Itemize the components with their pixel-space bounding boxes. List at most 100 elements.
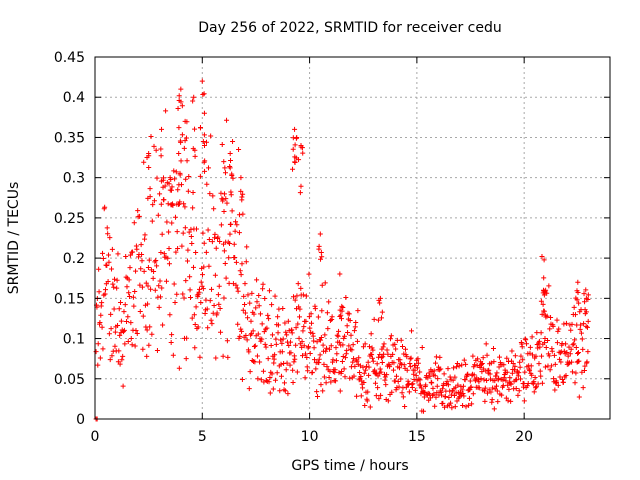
data-point bbox=[528, 363, 534, 369]
data-point bbox=[174, 291, 180, 297]
data-point bbox=[479, 369, 485, 375]
data-point bbox=[239, 194, 245, 200]
data-point bbox=[239, 377, 245, 383]
data-point bbox=[401, 362, 407, 368]
y-tick-label: 0.2 bbox=[63, 251, 85, 267]
data-point bbox=[441, 371, 447, 377]
data-point bbox=[184, 158, 190, 164]
data-point bbox=[116, 348, 122, 354]
data-point bbox=[118, 330, 124, 336]
data-point bbox=[461, 357, 467, 363]
data-point bbox=[184, 335, 190, 341]
data-point bbox=[393, 387, 399, 393]
data-point bbox=[245, 292, 251, 298]
data-point bbox=[222, 170, 228, 176]
data-point bbox=[573, 370, 579, 376]
data-point bbox=[256, 293, 262, 299]
data-point bbox=[340, 342, 346, 348]
data-point bbox=[395, 379, 401, 385]
data-point bbox=[375, 317, 381, 323]
data-point bbox=[247, 300, 253, 306]
data-point bbox=[321, 361, 327, 367]
data-point bbox=[361, 379, 367, 385]
data-point bbox=[254, 277, 260, 283]
data-point bbox=[126, 290, 132, 296]
data-point bbox=[520, 357, 526, 363]
data-point bbox=[469, 401, 475, 407]
data-point bbox=[582, 299, 588, 305]
data-point bbox=[561, 348, 567, 354]
data-point bbox=[212, 231, 218, 237]
data-point bbox=[522, 369, 528, 375]
data-point bbox=[345, 329, 351, 335]
data-point bbox=[201, 264, 207, 270]
data-point bbox=[132, 343, 138, 349]
data-point bbox=[238, 188, 244, 194]
data-point bbox=[229, 172, 235, 178]
data-point bbox=[514, 377, 520, 383]
data-point bbox=[224, 200, 230, 206]
data-point bbox=[537, 368, 543, 374]
data-point bbox=[152, 287, 158, 293]
data-point bbox=[301, 324, 307, 330]
data-point bbox=[429, 380, 435, 386]
data-point bbox=[106, 252, 112, 258]
data-point bbox=[134, 246, 140, 252]
data-point bbox=[125, 314, 131, 320]
data-point bbox=[179, 103, 185, 109]
data-point bbox=[203, 249, 209, 255]
data-point bbox=[533, 385, 539, 391]
data-point bbox=[169, 184, 175, 190]
data-point bbox=[193, 250, 199, 256]
data-point bbox=[108, 311, 114, 317]
data-point bbox=[540, 301, 546, 307]
data-point bbox=[577, 326, 583, 332]
data-point bbox=[106, 331, 112, 337]
data-point bbox=[574, 288, 580, 294]
data-points bbox=[93, 78, 591, 422]
data-point bbox=[452, 374, 458, 380]
data-point bbox=[563, 372, 569, 378]
data-point bbox=[388, 333, 394, 339]
data-point bbox=[176, 182, 182, 188]
data-point bbox=[404, 354, 410, 360]
data-point bbox=[377, 366, 383, 372]
data-point bbox=[300, 292, 306, 298]
data-point bbox=[111, 284, 117, 290]
data-point bbox=[267, 390, 273, 396]
data-point bbox=[290, 146, 296, 152]
data-point bbox=[266, 379, 272, 385]
data-point bbox=[216, 283, 222, 289]
data-point bbox=[202, 168, 208, 174]
data-point bbox=[346, 311, 352, 317]
data-point bbox=[484, 390, 490, 396]
data-point bbox=[292, 297, 298, 303]
data-point bbox=[555, 328, 561, 334]
data-point bbox=[415, 365, 421, 371]
data-point bbox=[234, 222, 240, 228]
data-point bbox=[195, 324, 201, 330]
data-point bbox=[105, 231, 111, 237]
data-point bbox=[123, 254, 129, 260]
data-point bbox=[585, 318, 591, 324]
data-point bbox=[479, 361, 485, 367]
data-point bbox=[154, 347, 160, 353]
data-point bbox=[581, 367, 587, 373]
data-point bbox=[122, 302, 128, 308]
data-point bbox=[427, 391, 433, 397]
data-point bbox=[209, 321, 215, 327]
data-point bbox=[189, 241, 195, 247]
data-point bbox=[112, 343, 118, 349]
data-point bbox=[529, 372, 535, 378]
data-point bbox=[153, 147, 159, 153]
data-point bbox=[214, 310, 220, 316]
data-point bbox=[352, 324, 358, 330]
data-point bbox=[307, 350, 313, 356]
data-point bbox=[238, 272, 244, 278]
data-point bbox=[159, 231, 165, 237]
data-point bbox=[501, 362, 507, 368]
data-point bbox=[491, 406, 497, 412]
data-point bbox=[206, 165, 212, 171]
data-point bbox=[180, 291, 186, 297]
data-point bbox=[310, 333, 316, 339]
